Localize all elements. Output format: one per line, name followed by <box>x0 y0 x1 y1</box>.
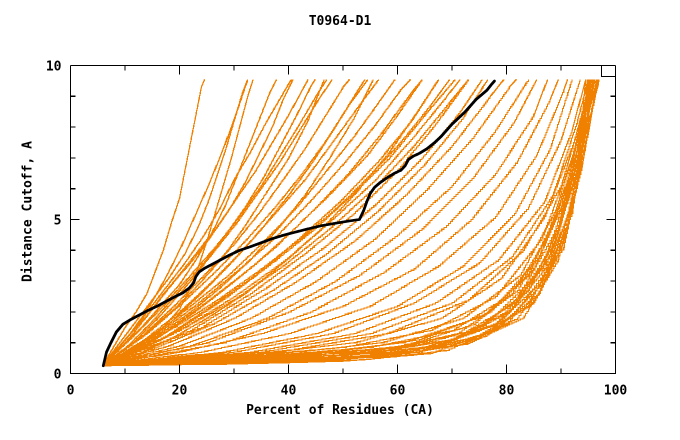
prediction-curve <box>103 79 461 365</box>
prediction-curve <box>103 79 569 365</box>
prediction-curve <box>103 79 589 366</box>
prediction-curve <box>103 79 592 365</box>
y-tick-label: 10 <box>46 60 62 75</box>
prediction-curve <box>103 79 325 365</box>
page-title: T0964-D1 <box>308 14 372 29</box>
prediction-curve <box>103 79 316 365</box>
x-tick-label: 40 <box>281 384 297 399</box>
prediction-curve <box>103 79 581 365</box>
prediction-curve <box>103 79 590 365</box>
prediction-curve <box>103 79 488 365</box>
reference-curve <box>101 79 496 368</box>
prediction-curve <box>103 79 333 365</box>
x-tick-label: 60 <box>390 384 406 399</box>
prediction-curve <box>103 79 396 365</box>
prediction-curve <box>103 79 351 365</box>
prediction-curve <box>103 79 590 365</box>
prediction-curve <box>103 79 374 365</box>
y-tick-label: 5 <box>54 214 62 229</box>
prediction-curve <box>103 79 573 365</box>
prediction-curve <box>103 79 538 365</box>
prediction-curve <box>103 79 412 365</box>
prediction-curve <box>103 79 328 365</box>
x-axis-label: Percent of Residues (CA) <box>246 403 434 418</box>
y-tick-label: 0 <box>54 368 62 383</box>
prediction-curve <box>103 79 254 365</box>
prediction-curve <box>103 79 590 367</box>
prediction-curve <box>103 79 469 365</box>
prediction-curve <box>103 79 587 365</box>
prediction-curve <box>103 79 206 365</box>
prediction-curve <box>103 79 379 365</box>
prediction-curve <box>103 79 559 365</box>
prediction-curve <box>103 79 249 365</box>
prediction-curve <box>103 79 423 365</box>
prediction-curve <box>103 79 505 365</box>
prediction-curve <box>103 79 592 365</box>
x-tick-label: 80 <box>499 384 515 399</box>
prediction-curve <box>103 79 589 365</box>
x-tick-label: 0 <box>67 384 75 399</box>
prediction-curve <box>103 79 469 365</box>
prediction-curve <box>103 79 517 365</box>
axis-tick-labels: 0 20 40 60 80 100 0 5 10 <box>46 60 628 399</box>
data-curves-layer <box>101 79 600 368</box>
x-tick-label: 20 <box>172 384 188 399</box>
prediction-curve <box>103 79 529 365</box>
prediction-curve <box>103 79 309 365</box>
prediction-curve <box>103 79 439 365</box>
x-tick-label: 100 <box>604 384 628 399</box>
prediction-curve <box>103 79 483 365</box>
axis-ticks <box>69 64 617 375</box>
